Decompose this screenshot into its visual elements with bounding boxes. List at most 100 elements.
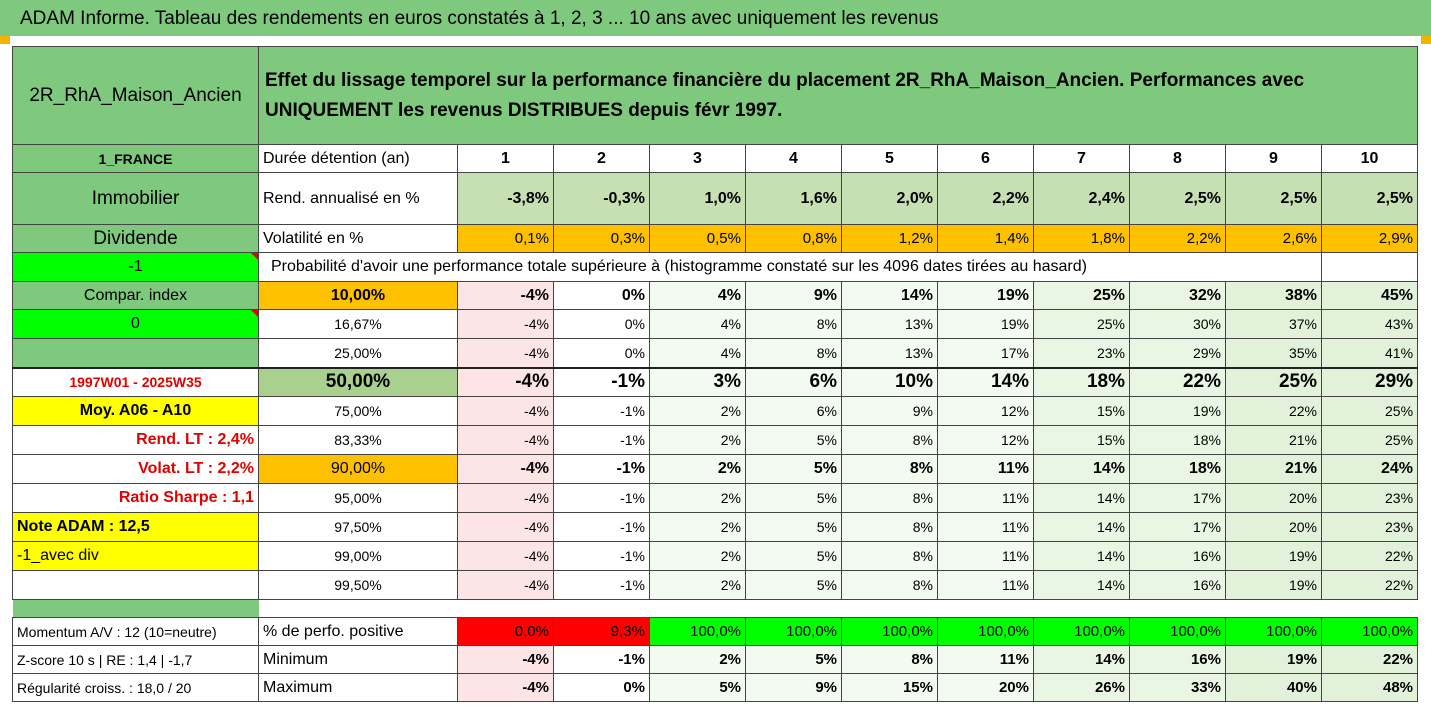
percentile-value-cell: 5% (745, 541, 842, 571)
vol-value-cell: 2,9% (1320, 224, 1419, 253)
rend-value-cell: 2,0% (841, 172, 938, 225)
percentile-value-cell: 14% (1033, 454, 1130, 484)
percentile-value-cell: 9% (745, 281, 842, 310)
percentile-value-cell: 15% (1033, 396, 1130, 426)
percentile-value-cell: 18% (1129, 425, 1226, 455)
percentile-label-cell: 10,00% (258, 281, 458, 310)
percentile-value-cell: 14% (937, 366, 1034, 397)
percentile-value-cell: 19% (937, 281, 1034, 310)
rend-value-cell: 1,6% (745, 172, 842, 225)
percentile-value-cell: 6% (745, 366, 842, 397)
percentile-value-cell: 32% (1129, 281, 1226, 310)
percentile-value-cell: 0% (553, 281, 650, 310)
percentile-value-cell: 14% (1033, 541, 1130, 571)
percentile-value-cell: 25% (1033, 281, 1130, 310)
rend-lt-cell: Rend. LT : 2,4% (12, 425, 259, 455)
percentile-label-cell: 75,00% (258, 396, 458, 426)
percentile-value-cell: 11% (937, 454, 1034, 484)
percentile-value-cell: 12% (937, 396, 1034, 426)
rend-value-cell: -3,8% (457, 172, 554, 225)
percentile-value-cell: 0% (553, 338, 650, 368)
spreadsheet: 2R_RhA_Maison_Ancien Effet du lissage te… (12, 46, 1419, 702)
percentile-label-cell: 83,33% (258, 425, 458, 455)
percentile-value-cell: 3% (649, 366, 746, 397)
maximum-cell: 5% (649, 673, 746, 702)
vol-value-cell: 1,4% (937, 224, 1034, 253)
minus-one-cell[interactable]: -1 (12, 252, 259, 282)
minimum-cell: 5% (745, 645, 842, 674)
vol-value-cell: 2,6% (1225, 224, 1322, 253)
vol-value-cell: 0,5% (649, 224, 746, 253)
percentile-value-cell: 5% (745, 512, 842, 542)
maximum-cell: 48% (1320, 673, 1419, 702)
positive-perf-cell: 100,0% (745, 617, 842, 646)
zero-cell[interactable]: 0 (12, 309, 259, 339)
percentile-value-cell: 14% (1033, 512, 1130, 542)
percentile-value-cell: 15% (1033, 425, 1130, 455)
percentile-row: Moy. A06 - A10 75,00% -4% -1% 2% 6% 9% 12% 15% 19… (12, 396, 1419, 426)
side-empty-cell (12, 570, 259, 600)
percentile-value-cell: 41% (1320, 338, 1419, 368)
percentile-value-cell: -1% (553, 570, 650, 600)
duree-label: Durée détention (an) (258, 144, 458, 173)
percentile-value-cell: 5% (745, 454, 842, 484)
corner-marker-right (1421, 36, 1431, 44)
positive-perf-cell: 100,0% (1129, 617, 1226, 646)
percentile-value-cell: 2% (649, 512, 746, 542)
percentile-value-cell: -4% (457, 512, 554, 542)
fund-name-cell: 2R_RhA_Maison_Ancien (12, 46, 259, 145)
year-header-cell: 5 (841, 144, 938, 173)
year-header-cell: 7 (1033, 144, 1130, 173)
percentile-value-cell: 2% (649, 541, 746, 571)
percentile-value-cell: 20% (1225, 483, 1322, 513)
minimum-cell: 22% (1320, 645, 1419, 674)
percentile-value-cell: 4% (649, 281, 746, 310)
maximum-cell: 15% (841, 673, 938, 702)
percentile-value-cell: 2% (649, 483, 746, 513)
percentile-value-cell: 22% (1320, 570, 1419, 600)
positive-perf-cell: 100,0% (937, 617, 1034, 646)
percentile-value-cell: 11% (937, 541, 1034, 571)
percentile-value-cell: 21% (1225, 425, 1322, 455)
percentile-value-cell: 5% (745, 570, 842, 600)
year-header-cell: 3 (649, 144, 746, 173)
percentile-label-cell: 99,50% (258, 570, 458, 600)
percentile-value-cell: 17% (1129, 483, 1226, 513)
percentile-value-cell: 10% (841, 366, 938, 397)
percentile-label-cell: 25,00% (258, 338, 458, 368)
positive-perf-cell: 9,3% (553, 617, 650, 646)
maximum-cell: -4% (457, 673, 554, 702)
percentile-label-cell: 16,67% (258, 309, 458, 339)
percentile-row: Volat. LT : 2,2% 90,00% -4% -1% 2% 5% 8% 11% 14%… (12, 454, 1419, 484)
pos-label: % de perfo. positive (258, 617, 458, 646)
percentile-label-cell: 99,00% (258, 541, 458, 571)
positive-perf-cell: 0,0% (457, 617, 554, 646)
rend-value-cell: 2,4% (1033, 172, 1130, 225)
percentile-value-cell: 2% (649, 425, 746, 455)
country-cell: 1_FRANCE (12, 144, 259, 173)
percentile-row: 99,50% -4% -1% 2% 5% 8% 11% 14% 16% 19% 22% (12, 570, 1419, 600)
positive-perf-cell: 100,0% (649, 617, 746, 646)
rend-value-cell: 2,5% (1320, 172, 1419, 225)
empty-cell (1225, 252, 1322, 282)
max-label: Maximum (258, 673, 458, 702)
year-header-cell: 6 (937, 144, 1034, 173)
percentile-value-cell: 8% (841, 454, 938, 484)
positive-perf-cell: 100,0% (1033, 617, 1130, 646)
percentile-value-cell: 17% (937, 338, 1034, 368)
spacer-cell (12, 599, 259, 618)
percentile-value-cell: -4% (457, 281, 554, 310)
rend-value-cell: 2,2% (937, 172, 1034, 225)
percentile-row: Rend. LT : 2,4% 83,33% -4% -1% 2% 5% 8% 12% 15% 1… (12, 425, 1419, 455)
positive-perf-cell: 100,0% (1320, 617, 1419, 646)
percentile-value-cell: 5% (745, 483, 842, 513)
report-title: ADAM Informe. Tableau des rendements en … (0, 0, 1431, 36)
positive-perf-cell: 100,0% (841, 617, 938, 646)
rend-value-cell: -0,3% (553, 172, 650, 225)
minimum-cell: 14% (1033, 645, 1130, 674)
zscore-cell: Z-score 10 s | RE : 1,4 | -1,7 (12, 645, 259, 674)
percentile-value-cell: 38% (1225, 281, 1322, 310)
percentile-label-cell: 95,00% (258, 483, 458, 513)
percentile-value-cell: 22% (1129, 366, 1226, 397)
maximum-cell: 9% (745, 673, 842, 702)
